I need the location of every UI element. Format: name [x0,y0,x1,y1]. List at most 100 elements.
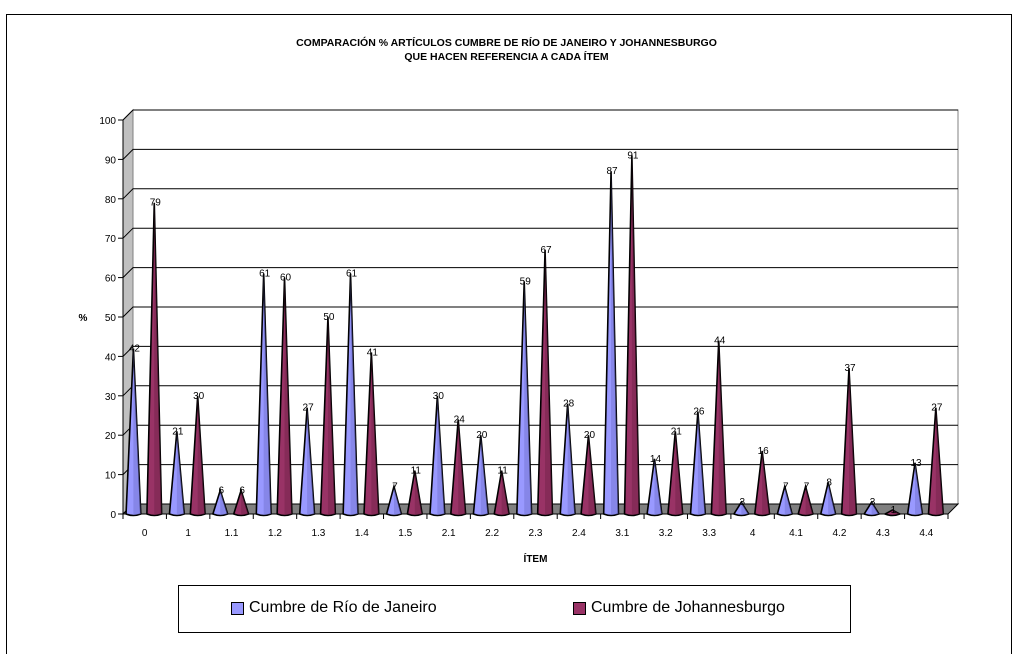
x-tick-label: 4.2 [832,528,846,539]
data-label: 8 [826,477,832,488]
bar-cone [363,352,380,517]
y-tick-label: 10 [105,471,117,482]
bar-cone-shade [805,486,813,515]
gridline [122,306,958,318]
data-label: 79 [150,198,162,209]
data-label: 26 [693,407,705,418]
bar-cone-shade [154,202,162,516]
bar-cone [710,340,727,517]
x-tick-label: 0 [142,528,148,539]
bar-cone-shade [437,395,445,515]
bar-cone-shade [414,470,423,515]
bar-cone [602,171,620,517]
data-label: 50 [323,312,335,323]
x-tick-label: 1.2 [268,528,282,539]
bar-cone-shade [935,407,944,515]
y-tick-label: 70 [105,234,117,245]
bar-cone-shade [241,490,249,515]
bar-cone [189,395,206,517]
bar-cone-shade [327,317,336,515]
data-label: 7 [392,481,398,492]
legend-swatch-johannesburgo [573,601,586,615]
gridline [122,267,958,278]
x-tick-label: 3.3 [702,528,716,539]
y-tick-label: 30 [105,392,117,403]
y-axis-title: % [79,313,88,324]
data-label: 3 [740,497,746,508]
x-tick-label: 4 [750,528,756,539]
gridline [122,345,958,357]
bar-cone [168,431,186,517]
bar-cone [646,458,663,517]
data-label: 87 [606,166,618,177]
data-label: 1 [891,505,897,516]
data-label: 59 [520,277,532,288]
bar-cone-shade [524,281,532,515]
bar-cone [472,435,490,517]
data-label: 16 [758,446,770,457]
bar-cone [255,273,272,517]
legend-item-rio: Cumbre de Río de Janeiro [231,599,437,617]
data-label: 41 [367,347,379,358]
data-label: 11 [497,466,508,477]
data-label: 67 [540,245,552,256]
bar-cone-shade [631,155,640,515]
bar-cone [819,482,837,517]
chart-title: COMPARACIÓN % ARTÍCULOS CUMBRE DE RÍO DE… [0,36,1013,64]
y-tick-label: 80 [105,195,117,206]
data-label: 30 [193,391,205,402]
bar-cone-shade [284,277,292,515]
legend-item-johannesburgo: Cumbre de Johannesburgo [573,599,785,617]
bar-cone-shade [784,486,793,515]
bar-cone-shade [871,502,879,515]
y-tick-label: 20 [105,431,117,442]
bar-cone [211,487,229,517]
bar-cone [732,500,750,517]
x-tick-label: 2.4 [572,528,586,539]
data-label: 37 [844,363,856,374]
data-label: 7 [804,481,810,492]
bar-cone [298,407,316,517]
bar-cone [927,407,945,517]
data-label: 14 [650,454,662,465]
bar-cone-shade [350,273,358,515]
bar-cone [276,277,293,517]
bar-cone [429,395,446,517]
data-label: 6 [239,485,245,496]
bar-cone-shade [741,502,749,515]
data-label: 3 [870,497,876,508]
gridline [122,148,958,160]
gridline [122,227,958,239]
bar-cone-shade [611,171,619,515]
y-tick-label: 60 [105,274,117,285]
bar-cone [232,487,250,517]
data-label: 21 [671,426,683,437]
bar-cone [125,348,142,517]
bar-cone-shade [828,482,836,515]
bar-cone [906,462,924,517]
gridline [122,188,958,200]
data-label: 6 [218,485,224,496]
data-label: 91 [627,150,639,161]
legend-label-rio: Cumbre de Río de Janeiro [249,599,437,616]
x-tick-label: 1.3 [311,528,325,539]
bar-cone [797,483,814,517]
bar-cone [776,483,794,517]
bar-cone-shade [675,431,683,515]
data-label: 42 [129,344,141,355]
bar-cone [449,419,467,517]
bar-cone-shade [697,411,706,515]
x-tick-label: 4.1 [789,528,803,539]
bar-cone [319,316,337,517]
data-label: 27 [303,403,315,414]
bar-cone-shade [892,510,900,515]
bar-cone-shade [393,486,402,515]
data-label: 13 [910,458,922,469]
y-tick-label: 40 [105,352,117,363]
bar-cone [559,403,576,517]
bar-cone-shade [915,462,923,515]
y-tick-label: 100 [99,116,116,127]
bar-cone-shade [762,450,770,515]
chart-frame [6,14,1012,654]
